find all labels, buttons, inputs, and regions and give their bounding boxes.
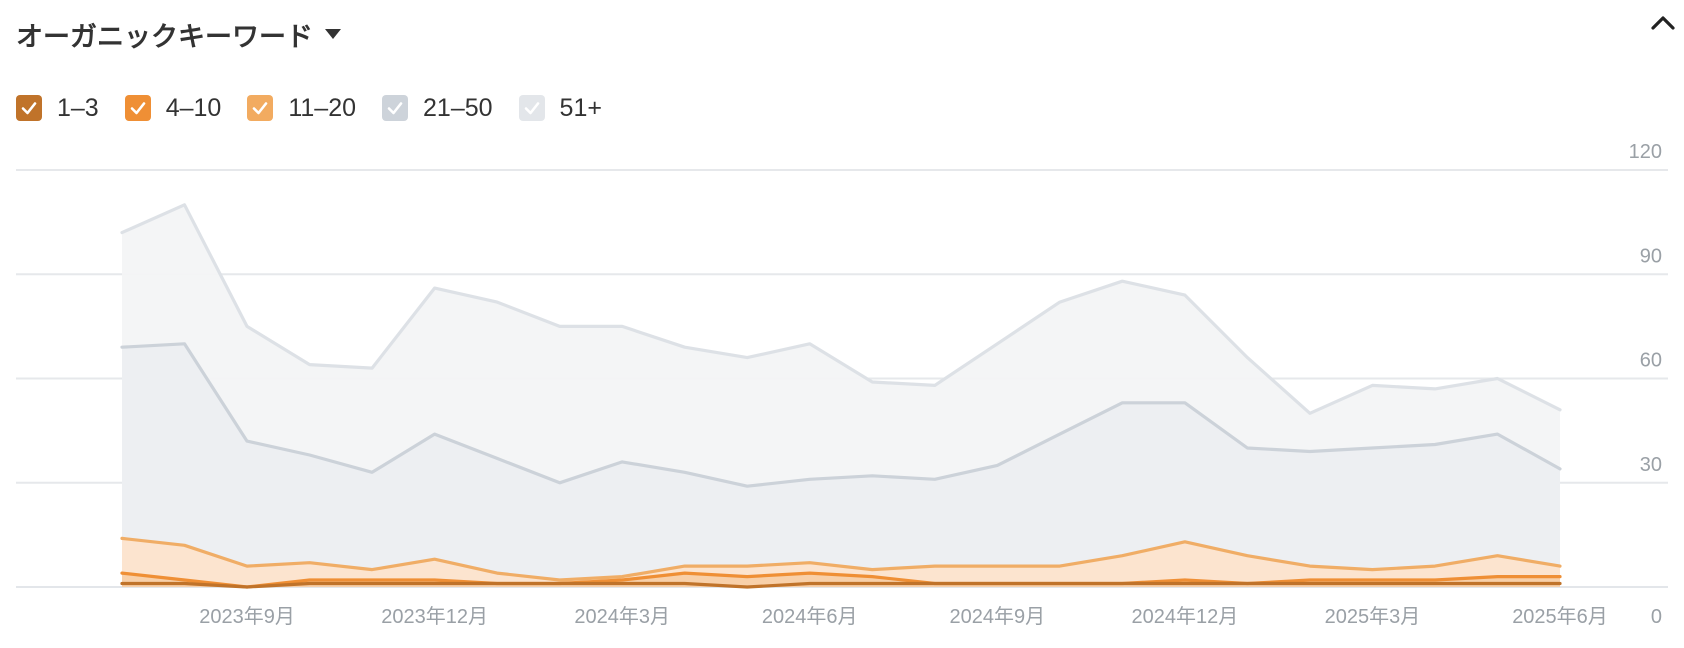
- series-area: [122, 538, 1560, 587]
- legend-label: 51+: [559, 93, 602, 122]
- y-tick-label: 120: [1629, 141, 1662, 163]
- chart-legend: 1–3 4–10 11–20 21–50 51+: [16, 90, 628, 126]
- x-tick-label: 2024年6月: [762, 605, 858, 628]
- x-tick-label: 2024年12月: [1131, 605, 1238, 628]
- checkbox-11-20[interactable]: [247, 95, 274, 121]
- legend-label: 11–20: [288, 93, 357, 122]
- checkbox-21-50[interactable]: [382, 95, 409, 121]
- check-icon: [130, 102, 146, 115]
- series-line: [120, 203, 1562, 415]
- legend-label: 4–10: [165, 93, 222, 122]
- legend-item-4-10[interactable]: 4–10: [124, 93, 222, 123]
- series-line: [120, 342, 1562, 488]
- y-tick-label: 0: [1651, 606, 1662, 628]
- x-tick-label: 2025年6月: [1512, 605, 1608, 628]
- legend-item-51-plus[interactable]: 51+: [518, 93, 602, 123]
- checkbox-51-plus[interactable]: [518, 95, 545, 121]
- x-tick-label: 2023年9月: [199, 605, 295, 628]
- legend-item-21-50[interactable]: 21–50: [382, 94, 493, 123]
- check-icon: [524, 102, 539, 115]
- y-tick-label: 90: [1640, 245, 1662, 267]
- check-icon: [21, 102, 37, 115]
- x-tick-label: 2023年12月: [381, 605, 488, 628]
- x-tick-label: 2025年3月: [1325, 605, 1421, 628]
- title-dropdown-caret-icon[interactable]: [325, 29, 341, 39]
- chevron-up-icon[interactable]: [1648, 8, 1678, 38]
- series-line: [120, 536, 1562, 582]
- legend-label: 21–50: [423, 93, 493, 122]
- check-icon: [253, 102, 268, 115]
- check-icon: [387, 102, 403, 115]
- series-area: [122, 343, 1560, 587]
- checkbox-4-10[interactable]: [124, 95, 151, 121]
- y-tick-label: 60: [1640, 350, 1662, 372]
- y-tick-label: 30: [1640, 454, 1662, 476]
- widget-title: オーガニックキーワード: [16, 21, 313, 53]
- legend-label: 1–3: [57, 93, 99, 122]
- series-line: [120, 571, 1562, 589]
- widget-header: オーガニックキーワード: [16, 14, 1668, 54]
- checkbox-1-3[interactable]: [16, 95, 42, 121]
- series-line: [120, 581, 1562, 589]
- x-tick-label: 2024年9月: [949, 605, 1045, 628]
- x-tick-label: 2024年3月: [574, 605, 670, 628]
- legend-item-11-20[interactable]: 11–20: [247, 94, 356, 123]
- legend-item-1-3[interactable]: 1–3: [16, 94, 99, 123]
